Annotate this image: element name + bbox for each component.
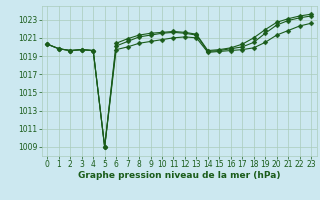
X-axis label: Graphe pression niveau de la mer (hPa): Graphe pression niveau de la mer (hPa) xyxy=(78,171,280,180)
